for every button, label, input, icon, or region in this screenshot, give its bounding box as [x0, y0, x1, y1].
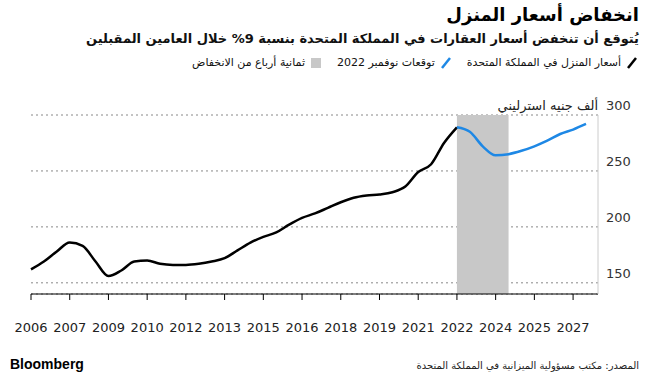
- svg-text:2021: 2021: [402, 320, 435, 335]
- svg-text:2024: 2024: [479, 320, 512, 335]
- html-text:توقعات نوفمبر 2022: توقعات نوفمبر 2022: [337, 56, 435, 69]
- html-text:ثمانية أرباع من الانخفاض: ثمانية أرباع من الانخفاض: [192, 56, 305, 69]
- html-text:أسعار المنزل في المملكة المتحد: أسعار المنزل في المملكة المتحدة: [466, 56, 621, 69]
- svg-text:200: 200: [606, 210, 631, 225]
- svg-text:150: 150: [606, 266, 631, 281]
- html-text:Bloomberg: Bloomberg: [10, 356, 84, 372]
- svg-text:2027: 2027: [557, 320, 590, 335]
- svg-text:300: 300: [606, 98, 631, 113]
- html-text:يُتوقع أن تنخفض أسعار العقارات: يُتوقع أن تنخفض أسعار العقارات في المملك…: [86, 31, 639, 46]
- svg-text:2012: 2012: [169, 320, 202, 335]
- svg-text:2006: 2006: [14, 320, 47, 335]
- html-text:انخفاض أسعار المنزل: انخفاض أسعار المنزل: [446, 4, 639, 25]
- html-text:المصدر: مكتب مسؤولية الميزانية: المصدر: مكتب مسؤولية الميزانية في المملك…: [416, 360, 639, 371]
- svg-text:ألف جنيه استرليني: ألف جنيه استرليني: [498, 97, 598, 114]
- svg-text:2010: 2010: [131, 320, 164, 335]
- svg-text:2019: 2019: [363, 320, 396, 335]
- svg-text:2016: 2016: [285, 320, 318, 335]
- svg-text:2015: 2015: [247, 320, 280, 335]
- svg-text:2013: 2013: [208, 320, 241, 335]
- svg-text:2025: 2025: [518, 320, 551, 335]
- svg-text:2009: 2009: [92, 320, 125, 335]
- svg-text:2018: 2018: [324, 320, 357, 335]
- svg-text:2022: 2022: [440, 320, 473, 335]
- svg-text:250: 250: [606, 154, 631, 169]
- svg-text:2007: 2007: [53, 320, 86, 335]
